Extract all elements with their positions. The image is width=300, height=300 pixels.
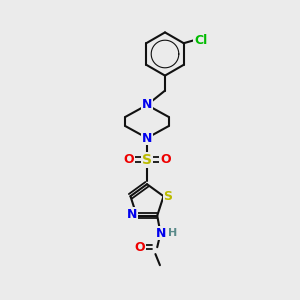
Text: O: O [123,153,134,166]
Text: N: N [142,98,152,112]
Text: S: S [164,190,172,203]
Text: N: N [156,226,166,240]
Text: O: O [160,153,171,166]
Text: Cl: Cl [194,34,207,47]
Text: O: O [134,241,145,254]
Text: H: H [168,228,178,238]
Text: S: S [142,153,152,166]
Text: N: N [142,131,152,145]
Text: N: N [127,208,137,221]
